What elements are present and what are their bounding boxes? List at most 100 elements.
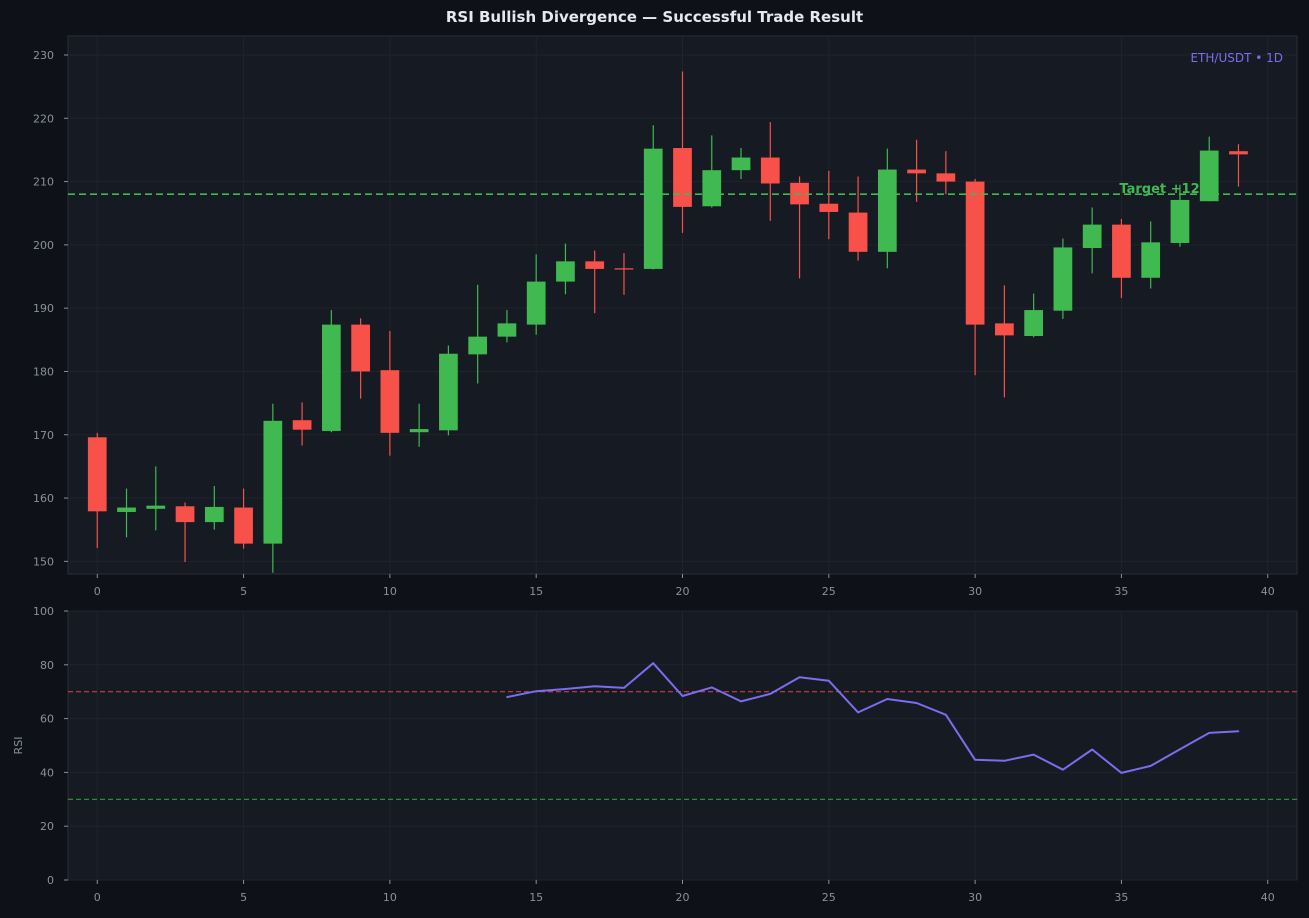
price-x-tick-label: 15 (529, 585, 543, 598)
candle-body (439, 353, 458, 431)
price-x-tick-label: 25 (822, 585, 836, 598)
rsi-point (710, 686, 713, 689)
rsi-point (1149, 765, 1152, 767)
price-x-tick-label: 30 (968, 585, 982, 598)
rsi-x-tick-label: 25 (822, 891, 836, 904)
candle-body (702, 170, 722, 207)
rsi-point (886, 698, 889, 700)
price-y-tick-label: 150 (33, 555, 54, 568)
candle-body (907, 169, 926, 174)
rsi-point (1120, 772, 1123, 774)
rsi-point (1003, 760, 1006, 762)
price-y-tick-label: 190 (33, 302, 54, 315)
rsi-point (828, 679, 830, 682)
candle-body (1199, 150, 1219, 202)
candle-body (1053, 247, 1073, 311)
price-x-tick-label: 0 (94, 585, 101, 598)
rsi-point (857, 711, 859, 714)
rsi-point (506, 696, 508, 698)
rsi-x-tick-label: 5 (240, 891, 247, 904)
candle-body (321, 324, 341, 431)
rsi-x-tick-label: 10 (383, 891, 397, 904)
price-x-tick-label: 35 (1114, 585, 1128, 598)
price-x-tick-label: 5 (240, 585, 247, 598)
candle-body (848, 212, 868, 252)
chart-title: RSI Bullish Divergence — Successful Trad… (445, 8, 864, 26)
rsi-point (798, 676, 801, 678)
symbol-badge: ETH/USDT • 1D (1190, 51, 1283, 65)
rsi-point (769, 693, 772, 695)
rsi-x-tick-label: 0 (94, 891, 101, 904)
candle-body (585, 261, 605, 269)
candle-body (760, 157, 780, 184)
rsi-x-tick-label: 20 (676, 891, 690, 904)
price-y-tick-label: 200 (33, 239, 54, 252)
candle-body (380, 370, 400, 433)
candle-body (819, 203, 839, 212)
price-x-tick-label: 40 (1261, 585, 1275, 598)
candle-body (263, 420, 283, 544)
rsi-point (1237, 730, 1240, 733)
candle-body (468, 336, 488, 355)
rsi-x-tick-label: 30 (968, 891, 982, 904)
candle-body (117, 507, 136, 512)
candle-body (877, 169, 897, 252)
rsi-y-tick-label: 0 (47, 874, 54, 887)
candle-body (526, 281, 546, 325)
price-y-tick-label: 210 (33, 176, 54, 189)
candle-body (1112, 224, 1131, 278)
rsi-point (974, 758, 976, 761)
rsi-y-tick-label: 40 (40, 766, 54, 779)
rsi-x-tick-label: 40 (1261, 891, 1275, 904)
candle-body (614, 268, 634, 270)
candle-body (1141, 242, 1161, 278)
rsi-point (652, 662, 655, 664)
price-y-tick-label: 160 (33, 492, 54, 505)
candle-body (175, 506, 195, 523)
rsi-y-tick-label: 100 (33, 605, 54, 618)
price-y-tick-label: 180 (33, 365, 54, 378)
rsi-point (1091, 748, 1093, 751)
candle-body (643, 148, 663, 269)
candle-body (146, 505, 166, 509)
candle-body (409, 429, 429, 433)
rsi-y-axis-label: RSI (12, 737, 25, 755)
rsi-point (1208, 732, 1211, 734)
candle-body (1229, 151, 1248, 155)
price-x-tick-label: 10 (383, 585, 397, 598)
candle-body (673, 148, 692, 207)
rsi-x-tick-label: 15 (529, 891, 543, 904)
candle-body (234, 507, 253, 544)
candle-body (292, 420, 312, 430)
candle-body (497, 323, 517, 337)
rsi-point (681, 695, 684, 697)
price-y-tick-label: 230 (33, 49, 54, 62)
candle-body (995, 323, 1014, 336)
rsi-point (535, 690, 537, 692)
rsi-series-line (506, 662, 1239, 774)
rsi-x-tick-label: 35 (1114, 891, 1128, 904)
rsi-point (623, 687, 625, 689)
candle-body (936, 173, 956, 182)
rsi-y-tick-label: 20 (40, 820, 54, 833)
rsi-point (1062, 768, 1064, 771)
rsi-y-tick-label: 80 (40, 659, 54, 672)
rsi-y-tick-label: 60 (40, 713, 54, 726)
target-label: Target +12% (1119, 182, 1212, 197)
candle-body (1024, 310, 1044, 337)
candle-body (87, 437, 107, 512)
rsi-point (945, 714, 947, 716)
rsi-point (740, 700, 742, 703)
rsi-point (1032, 753, 1035, 756)
candle-body (1082, 224, 1102, 249)
candle-body (204, 506, 224, 523)
candle-body (1170, 199, 1190, 243)
price-y-tick-label: 220 (33, 112, 54, 125)
price-x-tick-label: 20 (676, 585, 690, 598)
candle-body (556, 261, 575, 282)
rsi-point (1179, 748, 1181, 751)
rsi-point (915, 702, 918, 704)
candle-body (351, 324, 370, 372)
